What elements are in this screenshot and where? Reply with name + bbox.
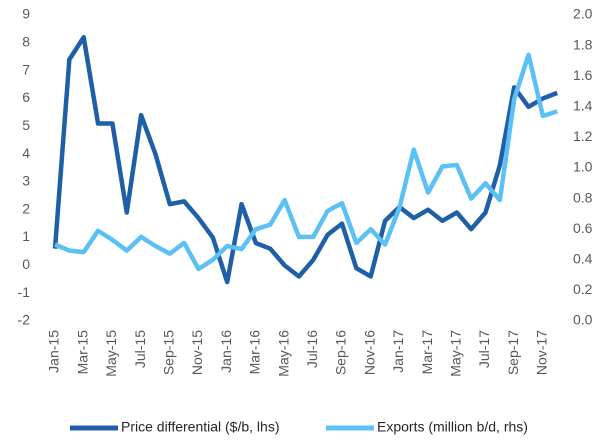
- y-tick-label: 4: [22, 145, 30, 161]
- x-tick-label: Mar-15: [74, 330, 90, 375]
- x-tick-label: May-17: [448, 330, 464, 377]
- y-tick-label: 2: [22, 200, 30, 216]
- y-tick-label: 8: [22, 34, 30, 50]
- y2-tick-label: 2.0: [573, 6, 593, 22]
- y2-tick-label: 1.0: [573, 159, 593, 175]
- y2-tick-label: 1.2: [573, 128, 593, 144]
- y2-tick-label: 0.6: [573, 220, 593, 236]
- y-tick-label: 6: [22, 89, 30, 105]
- legend-label: Exports (million b/d, rhs): [377, 419, 528, 435]
- y2-tick-label: 0.4: [573, 251, 593, 267]
- x-tick-label: Jan-16: [218, 330, 234, 373]
- x-tick-label: Jan-15: [46, 330, 62, 373]
- y-tick-label: 0: [22, 256, 30, 272]
- y-tick-label: 3: [22, 173, 30, 189]
- x-tick-label: Mar-17: [419, 330, 435, 375]
- x-tick-label: Sep-16: [333, 330, 349, 375]
- x-tick-label: Mar-16: [247, 330, 263, 375]
- x-tick-label: Jul-15: [132, 330, 148, 368]
- y-tick-label: 9: [22, 6, 30, 22]
- y-tick-label: -1: [18, 284, 31, 300]
- x-tick-label: Jul-16: [304, 330, 320, 368]
- x-tick-label: Sep-17: [505, 330, 521, 375]
- y2-tick-label: 0.8: [573, 189, 593, 205]
- x-tick-label: Nov-16: [361, 330, 377, 375]
- y2-tick-label: 0.2: [573, 281, 593, 297]
- y-tick-label: 7: [22, 61, 30, 77]
- y2-tick-label: 1.4: [573, 98, 593, 114]
- x-tick-label: Nov-15: [189, 330, 205, 375]
- x-tick-label: Jan-17: [390, 330, 406, 373]
- x-tick-label: Sep-15: [161, 330, 177, 375]
- series-line: [52, 35, 559, 285]
- y-tick-label: -2: [18, 312, 31, 328]
- x-tick-label: May-16: [275, 330, 291, 377]
- y2-tick-label: 1.6: [573, 67, 593, 83]
- y2-tick-label: 0.0: [573, 312, 593, 328]
- x-tick-label: May-15: [103, 330, 119, 377]
- x-tick-label: Nov-17: [534, 330, 550, 375]
- y-tick-label: 5: [22, 117, 30, 133]
- x-tick-label: Jul-17: [476, 330, 492, 368]
- legend-label: Price differential ($/b, lhs): [121, 419, 279, 435]
- y2-tick-label: 1.8: [573, 36, 593, 52]
- series-line: [54, 52, 558, 272]
- y-tick-label: 1: [22, 228, 30, 244]
